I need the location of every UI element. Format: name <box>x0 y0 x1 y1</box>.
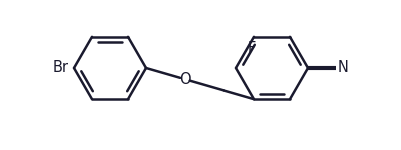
Text: N: N <box>338 60 349 75</box>
Text: O: O <box>179 72 191 87</box>
Text: Br: Br <box>53 60 69 75</box>
Text: F: F <box>248 41 256 56</box>
